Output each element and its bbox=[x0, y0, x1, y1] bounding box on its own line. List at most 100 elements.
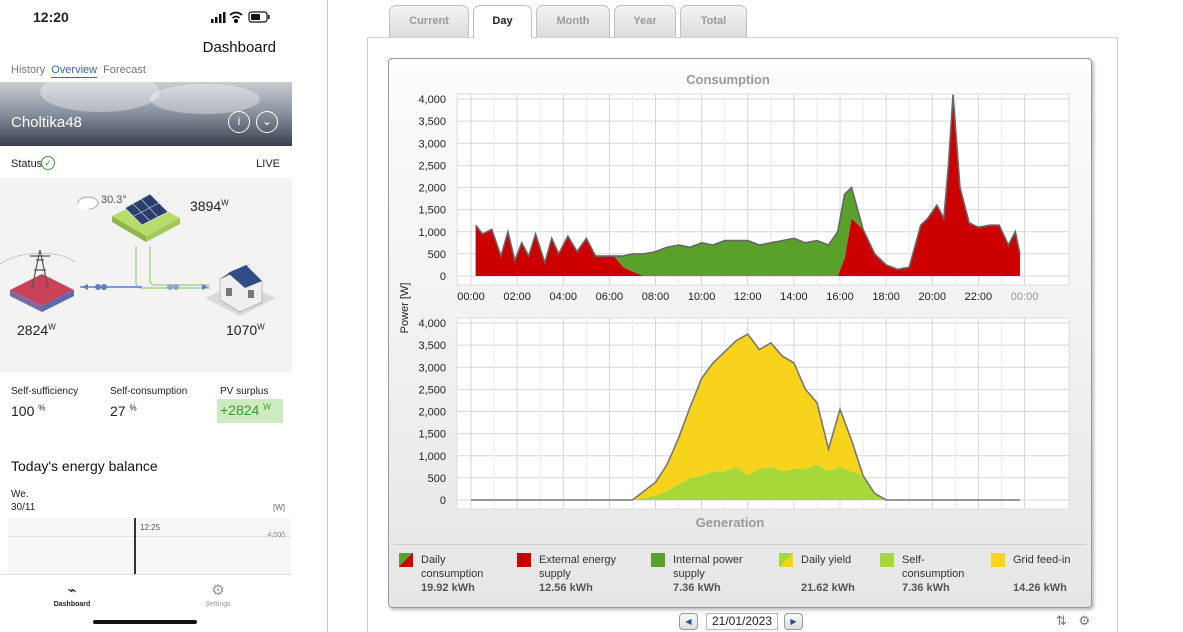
legend-value: 7.36 kWh bbox=[673, 582, 721, 594]
battery-icon bbox=[248, 11, 270, 23]
subtab-overview[interactable]: Overview bbox=[51, 64, 98, 78]
plant-name: Choltika48 bbox=[11, 114, 82, 131]
kpi-self-sufficiency-value: 100 % bbox=[11, 403, 46, 419]
y-tick-label: 3,000 bbox=[418, 138, 446, 150]
mobile-app: 12:20 Dashboard History Overview Forecas… bbox=[0, 0, 292, 632]
house-icon bbox=[205, 264, 276, 316]
legend-label: Internal power supply bbox=[673, 554, 743, 580]
status-bar-icons bbox=[211, 11, 270, 24]
balance-gridline bbox=[8, 536, 291, 537]
status-label: Status bbox=[11, 158, 43, 170]
previous-day-button[interactable]: ◀ bbox=[679, 613, 698, 630]
pv-panel-icon bbox=[112, 193, 180, 242]
info-icon: i bbox=[237, 114, 241, 128]
gear-icon: ⚙ bbox=[211, 582, 225, 599]
y-tick-label: 4,000 bbox=[418, 318, 446, 330]
y-tick-label: 500 bbox=[428, 249, 446, 261]
legend-label: Self-consumption bbox=[902, 554, 965, 580]
nav-settings[interactable]: ⚙ Settings bbox=[178, 581, 258, 608]
settings-gear-icon[interactable]: ⚙ bbox=[1078, 613, 1091, 628]
house-power-value: 1070W bbox=[226, 322, 265, 338]
app-title: Dashboard bbox=[202, 39, 276, 56]
scale-icon[interactable]: ⇅ bbox=[1056, 613, 1067, 628]
y-tick-label: 2,500 bbox=[418, 384, 446, 396]
consumption-title: Consumption bbox=[686, 72, 770, 87]
x-tick-label: 22:00 bbox=[965, 291, 993, 303]
chevron-down-icon: ⌄ bbox=[261, 114, 273, 128]
chart-legend: Daily consumption 19.92 kWh External ene… bbox=[394, 544, 1086, 602]
banner-cloud-decoration bbox=[40, 82, 160, 112]
tab-year[interactable]: Year bbox=[614, 5, 676, 37]
y-tick-label: 4,000 bbox=[418, 94, 446, 106]
kpi-self-consumption-label: Self-consumption bbox=[110, 386, 188, 397]
total-outline bbox=[471, 333, 1020, 501]
arrow-right-icon: ▶ bbox=[790, 617, 797, 626]
legend-swatch bbox=[880, 553, 894, 567]
legend-value: 12.56 kWh bbox=[539, 582, 593, 594]
legend-label: Grid feed-in bbox=[1013, 554, 1071, 566]
legend-swatch bbox=[991, 553, 1005, 567]
balance-weekday: We. bbox=[11, 489, 29, 500]
balance-axis-value: 4,000 bbox=[267, 532, 285, 539]
wifi-icon bbox=[229, 11, 243, 24]
consumption-axes: 0 500 1,000 1,500 2,000 2,500 3,000 3,500 4,000 0… bbox=[418, 94, 1038, 303]
series-area-self-consumption bbox=[471, 464, 1020, 500]
plant-select-button[interactable]: ⌄ bbox=[256, 111, 278, 133]
subtab-history[interactable]: History bbox=[11, 64, 46, 76]
series-area-external-energy-supply bbox=[475, 94, 1020, 276]
tab-day[interactable]: Day bbox=[473, 5, 532, 38]
live-label: LIVE bbox=[256, 158, 280, 170]
energy-flow-graphics bbox=[0, 193, 276, 316]
energy-balance-chart[interactable] bbox=[8, 518, 291, 574]
nav-dashboard-label: Dashboard bbox=[53, 601, 91, 608]
x-tick-label: 10:00 bbox=[688, 291, 716, 303]
x-tick-label: 04:00 bbox=[549, 291, 577, 303]
info-button[interactable]: i bbox=[228, 111, 250, 133]
tab-month[interactable]: Month bbox=[536, 5, 610, 37]
pv-surplus-highlight bbox=[217, 399, 283, 423]
kpi-self-consumption-value: 27 % bbox=[110, 403, 137, 419]
arrow-left-icon: ◀ bbox=[685, 617, 692, 626]
generation-series bbox=[471, 333, 1020, 501]
consumption-series bbox=[474, 94, 1021, 276]
dashboard-icon: ⌁ bbox=[67, 582, 77, 599]
y-tick-label: 3,500 bbox=[418, 116, 446, 128]
generation-title: Generation bbox=[696, 515, 765, 530]
weather-temperature: 30.3° bbox=[101, 194, 127, 206]
balance-time-marker: 12:25 bbox=[140, 523, 161, 532]
legend-label: Daily consumption bbox=[421, 554, 484, 580]
y-tick-label: 1,000 bbox=[418, 451, 446, 463]
x-tick-label: 18:00 bbox=[872, 291, 900, 303]
y-tick-label: 1,000 bbox=[418, 227, 446, 239]
balance-date: 30/11 bbox=[11, 502, 36, 513]
x-tick-label: 20:00 bbox=[919, 291, 947, 303]
x-tick-label: 00:00 bbox=[1011, 291, 1039, 303]
divider bbox=[327, 0, 328, 632]
date-field[interactable]: 21/01/2023 bbox=[706, 613, 778, 630]
tab-current[interactable]: Current bbox=[389, 5, 469, 37]
signal-icon bbox=[211, 12, 226, 23]
legend-label: Daily yield bbox=[801, 554, 852, 566]
x-tick-label: 02:00 bbox=[503, 291, 531, 303]
x-tick-label: 14:00 bbox=[780, 291, 808, 303]
y-tick-label: 0 bbox=[440, 271, 446, 283]
legend-value: 7.36 kWh bbox=[902, 582, 950, 594]
next-day-button[interactable]: ▶ bbox=[784, 613, 803, 630]
total-outline bbox=[474, 94, 1021, 271]
x-tick-label: 12:00 bbox=[734, 291, 762, 303]
nav-dashboard[interactable]: ⌁ Dashboard bbox=[32, 581, 112, 608]
legend-swatch bbox=[651, 553, 665, 567]
pv-power-value: 3894W bbox=[190, 198, 229, 214]
legend-value: 21.62 kWh bbox=[801, 582, 855, 594]
y-tick-label: 3,500 bbox=[418, 340, 446, 352]
kpi-pv-surplus-value: +2824 W bbox=[220, 402, 271, 418]
y-tick-label: 2,000 bbox=[418, 183, 446, 195]
legend-value: 19.92 kWh bbox=[421, 582, 475, 594]
legend-swatch bbox=[517, 553, 531, 567]
tab-total[interactable]: Total bbox=[680, 5, 747, 37]
flow-lines bbox=[80, 246, 210, 290]
subtab-forecast[interactable]: Forecast bbox=[103, 64, 146, 76]
x-tick-label: 00:00 bbox=[457, 291, 485, 303]
home-indicator bbox=[93, 620, 197, 624]
energy-charts: Consumption Generation Power [W] 0 500 1,0… bbox=[399, 72, 1070, 530]
